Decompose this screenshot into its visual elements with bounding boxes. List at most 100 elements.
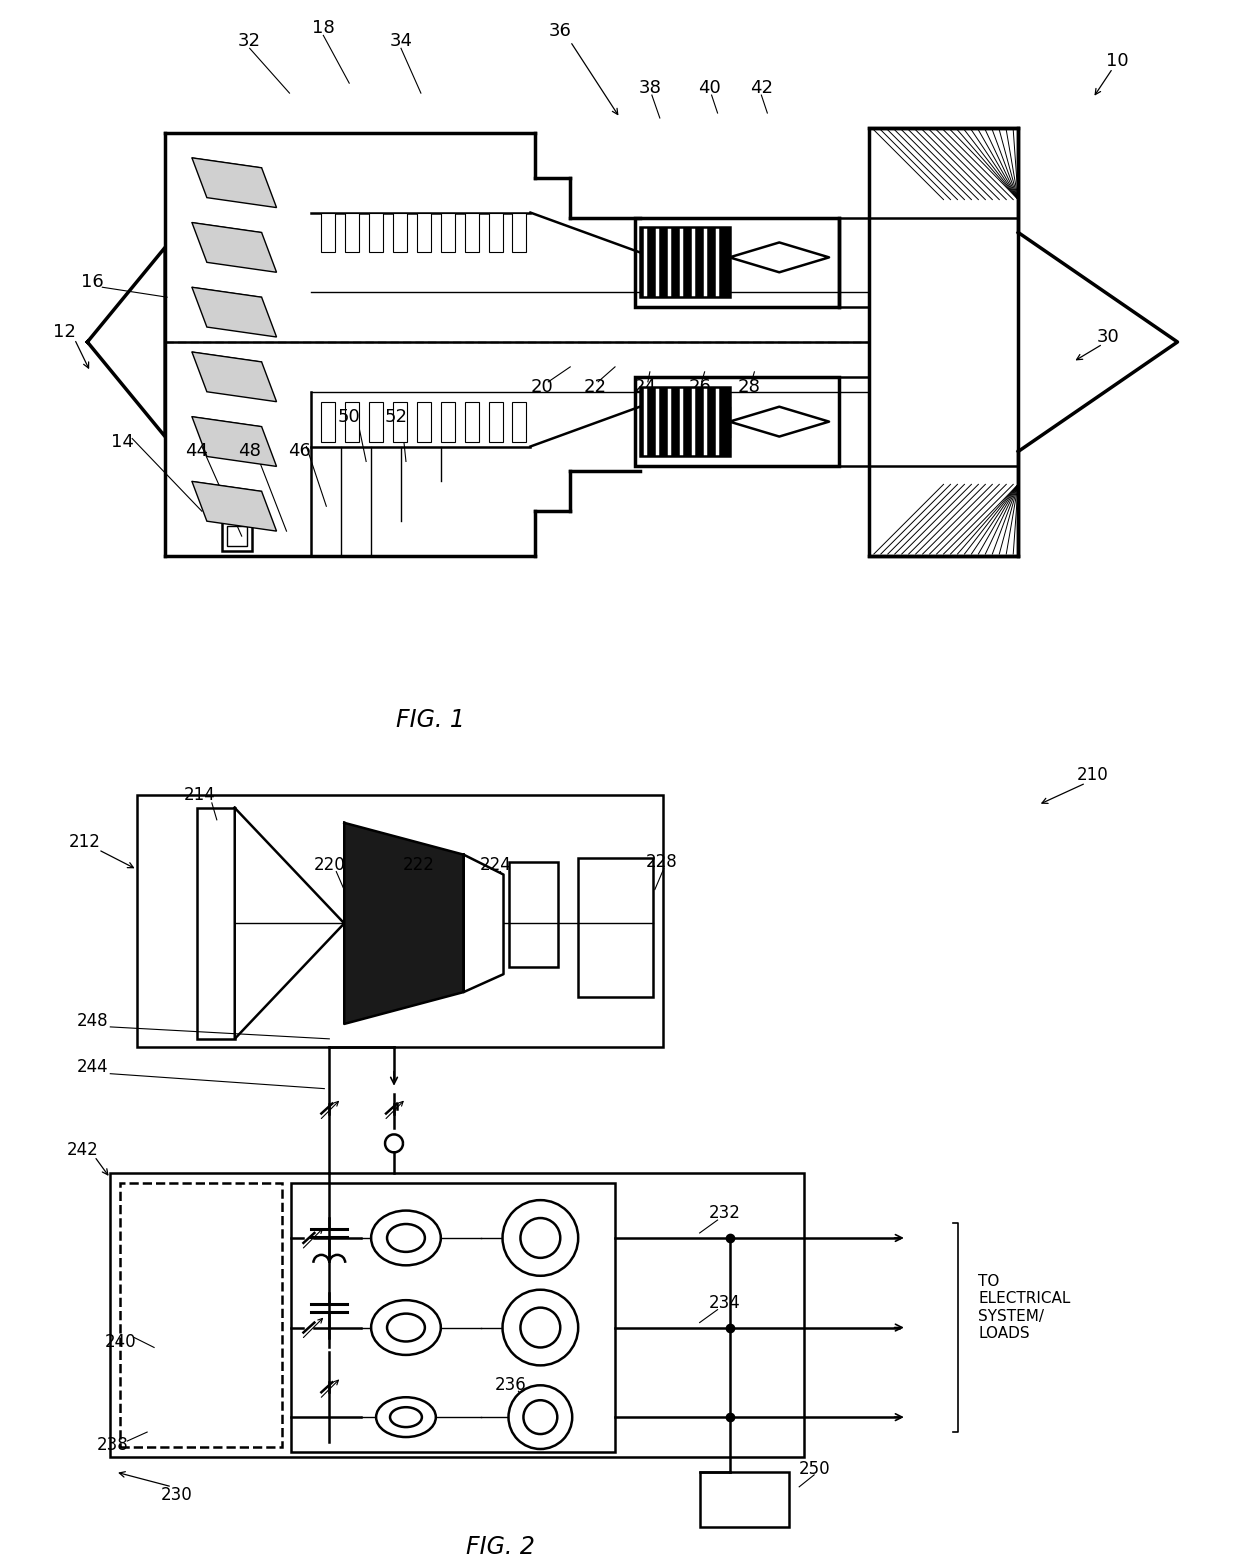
Text: 238: 238 <box>97 1436 128 1453</box>
Text: 50: 50 <box>337 407 361 426</box>
Text: 224: 224 <box>480 855 511 874</box>
Polygon shape <box>192 287 277 337</box>
Polygon shape <box>234 808 345 1038</box>
Text: FIG. 1: FIG. 1 <box>397 708 465 733</box>
Text: 16: 16 <box>81 272 104 291</box>
Text: 32: 32 <box>238 33 262 50</box>
Bar <box>138 796 663 1046</box>
Polygon shape <box>87 247 165 437</box>
Text: 38: 38 <box>639 80 661 97</box>
Polygon shape <box>192 222 277 272</box>
Text: 240: 240 <box>104 1334 136 1351</box>
Polygon shape <box>192 481 277 531</box>
Bar <box>120 1184 281 1447</box>
Polygon shape <box>729 407 830 437</box>
Polygon shape <box>729 243 830 272</box>
Circle shape <box>523 1400 557 1434</box>
Text: 244: 244 <box>77 1057 108 1076</box>
Circle shape <box>521 1218 560 1257</box>
Text: 10: 10 <box>1106 52 1130 70</box>
Bar <box>512 213 527 252</box>
Bar <box>640 387 729 456</box>
Bar <box>465 402 479 442</box>
Text: 46: 46 <box>288 443 311 460</box>
Text: 250: 250 <box>799 1460 830 1478</box>
Text: 18: 18 <box>312 19 335 38</box>
Polygon shape <box>1018 232 1178 451</box>
Circle shape <box>521 1308 560 1347</box>
Text: 40: 40 <box>698 80 720 97</box>
Circle shape <box>502 1290 578 1366</box>
Text: 36: 36 <box>549 22 572 41</box>
Text: 34: 34 <box>389 33 413 50</box>
Bar <box>345 402 360 442</box>
Text: 26: 26 <box>688 377 711 396</box>
Bar <box>321 402 335 442</box>
Polygon shape <box>464 855 503 991</box>
Circle shape <box>508 1386 572 1449</box>
Bar <box>345 213 360 252</box>
Bar <box>635 218 839 307</box>
Bar <box>578 858 652 998</box>
Text: 28: 28 <box>738 377 761 396</box>
Text: 48: 48 <box>238 443 262 460</box>
Text: 30: 30 <box>1096 327 1120 346</box>
Bar <box>110 1173 805 1456</box>
Bar <box>393 402 407 442</box>
Bar <box>489 402 502 442</box>
Polygon shape <box>345 822 464 1024</box>
Text: 214: 214 <box>184 786 216 803</box>
Ellipse shape <box>387 1225 425 1251</box>
Bar <box>370 213 383 252</box>
Text: 42: 42 <box>750 80 773 97</box>
Polygon shape <box>192 352 277 402</box>
Text: 52: 52 <box>384 407 408 426</box>
Text: 14: 14 <box>110 432 134 451</box>
Ellipse shape <box>376 1397 435 1438</box>
Bar <box>227 526 247 547</box>
Text: 236: 236 <box>495 1377 526 1394</box>
Bar <box>291 1184 615 1452</box>
Bar <box>440 402 455 442</box>
Circle shape <box>502 1200 578 1276</box>
Bar <box>440 213 455 252</box>
Bar <box>869 128 1018 556</box>
Bar <box>640 227 729 298</box>
Polygon shape <box>192 158 277 208</box>
Text: 20: 20 <box>531 377 554 396</box>
Bar <box>393 213 407 252</box>
Polygon shape <box>192 417 277 467</box>
Text: 22: 22 <box>584 377 606 396</box>
Bar <box>508 861 558 968</box>
Ellipse shape <box>371 1300 440 1355</box>
Ellipse shape <box>371 1211 440 1265</box>
Text: 12: 12 <box>53 323 76 341</box>
Bar <box>370 402 383 442</box>
Bar <box>635 377 839 467</box>
Text: 232: 232 <box>708 1204 740 1221</box>
Bar <box>465 213 479 252</box>
Text: 44: 44 <box>186 443 208 460</box>
Text: 234: 234 <box>708 1294 740 1312</box>
Text: 242: 242 <box>67 1142 98 1159</box>
Bar <box>197 808 234 1038</box>
Text: 220: 220 <box>314 855 345 874</box>
Text: 24: 24 <box>634 377 656 396</box>
Bar <box>222 521 252 551</box>
Bar <box>489 213 502 252</box>
Text: 230: 230 <box>161 1486 193 1503</box>
Bar <box>321 213 335 252</box>
Bar <box>699 1472 789 1527</box>
Bar <box>417 213 430 252</box>
Ellipse shape <box>387 1314 425 1342</box>
Bar <box>512 402 527 442</box>
Bar <box>417 402 430 442</box>
Text: 248: 248 <box>77 1012 108 1030</box>
Text: 222: 222 <box>403 855 435 874</box>
Text: 212: 212 <box>68 833 100 850</box>
Ellipse shape <box>391 1408 422 1427</box>
Text: 228: 228 <box>646 852 678 871</box>
Text: FIG. 2: FIG. 2 <box>466 1535 534 1558</box>
Text: 210: 210 <box>1078 766 1109 785</box>
Text: TO
ELECTRICAL
SYSTEM/
LOADS: TO ELECTRICAL SYSTEM/ LOADS <box>978 1275 1071 1340</box>
